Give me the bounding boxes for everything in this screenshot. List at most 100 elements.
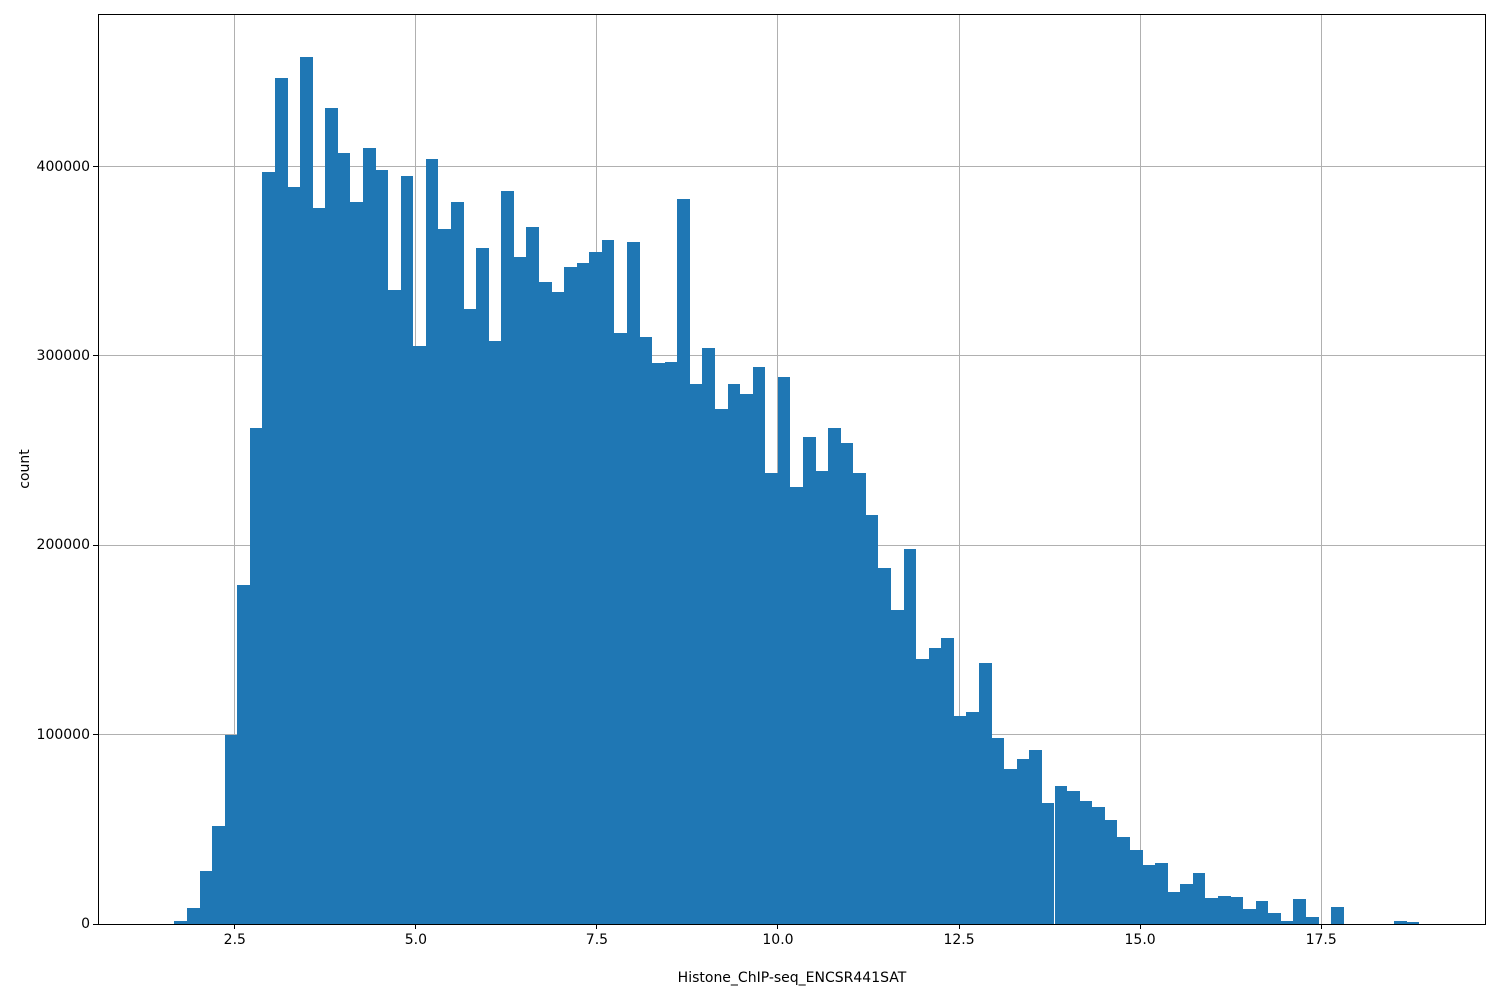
histogram-bar (803, 437, 816, 924)
histogram-bar (325, 107, 338, 924)
histogram-bar (287, 187, 301, 924)
histogram-bar (777, 376, 791, 924)
histogram-bar (1029, 749, 1042, 924)
histogram-bar (765, 473, 778, 924)
histogram-bar (878, 567, 892, 924)
x-gridline (234, 15, 236, 924)
histogram-bar (953, 715, 967, 924)
histogram-bar (274, 77, 288, 924)
histogram-bar (337, 153, 351, 924)
x-tick-label: 7.5 (585, 932, 609, 948)
histogram-bar (1041, 802, 1055, 924)
histogram-bar (1268, 912, 1281, 924)
x-tick-label: 12.5 (943, 932, 975, 948)
histogram-bar (526, 227, 539, 924)
histogram-bar (1155, 863, 1168, 924)
histogram-bar (1406, 922, 1420, 924)
histogram-bar (614, 333, 627, 924)
histogram-bar (1255, 901, 1269, 924)
x-gridline (1320, 15, 1322, 924)
histogram-bar (627, 242, 640, 924)
y-gridline (99, 355, 1485, 357)
histogram-bar (413, 346, 426, 924)
y-tick-mark (93, 544, 98, 546)
histogram-bar (463, 308, 477, 924)
histogram-bar (1117, 836, 1130, 924)
histogram-bar (1230, 896, 1244, 924)
x-tick-label: 2.5 (223, 932, 246, 948)
histogram-bar (928, 647, 942, 924)
x-tick-mark (777, 924, 779, 929)
histogram-bar (237, 585, 250, 924)
histogram-bar (652, 363, 665, 924)
histogram-bar (425, 158, 439, 924)
histogram-bar (186, 907, 200, 924)
histogram-bar (677, 198, 690, 924)
histogram-bar (828, 427, 841, 924)
histogram-bar (576, 263, 590, 924)
histogram-bar (1192, 872, 1206, 924)
histogram-bar (752, 367, 766, 924)
y-tick-mark (93, 923, 98, 925)
histogram-bar (727, 384, 741, 924)
histogram-bar (966, 711, 980, 924)
x-tick-label: 17.5 (1305, 932, 1337, 948)
x-tick-mark (1139, 924, 1141, 929)
histogram-bar (1217, 895, 1231, 924)
histogram-bar (1016, 759, 1030, 924)
histogram-bar (1243, 908, 1256, 924)
x-tick-label: 15.0 (1124, 932, 1156, 948)
histogram-bar (1067, 791, 1080, 924)
histogram-bar (1393, 920, 1407, 924)
y-tick-label: 0 (81, 916, 90, 932)
x-tick-mark (596, 924, 598, 929)
histogram-bar (815, 471, 829, 924)
histogram-bar (224, 734, 238, 924)
x-gridline (958, 15, 960, 924)
histogram-bar (249, 427, 263, 924)
histogram-bar (1180, 884, 1193, 924)
histogram-bar (740, 393, 753, 924)
histogram-bar (853, 473, 866, 924)
histogram-bar (1305, 917, 1319, 924)
histogram-bar (388, 289, 401, 924)
x-axis-label: Histone_ChIP-seq_ENCSR441SAT (677, 970, 907, 986)
histogram-bar (601, 240, 615, 924)
histogram-bar (715, 408, 728, 924)
histogram-bar (350, 202, 363, 924)
histogram-bar (979, 662, 992, 924)
x-gridline (1139, 15, 1141, 924)
histogram-bar (400, 175, 414, 924)
histogram-bar (539, 282, 552, 924)
x-tick-label: 5.0 (404, 932, 427, 948)
histogram-bar (199, 870, 213, 924)
histogram-bar (551, 291, 565, 924)
histogram-bar (689, 384, 703, 924)
histogram-bar (903, 549, 917, 924)
histogram-bar (300, 56, 313, 924)
y-tick-label: 400000 (36, 158, 90, 175)
y-tick-mark (93, 355, 98, 357)
histogram-bar (1004, 768, 1017, 924)
y-tick-mark (93, 166, 98, 167)
histogram-bar (1167, 891, 1181, 924)
x-tick-label: 10.0 (762, 932, 794, 948)
histogram-bar (1054, 785, 1068, 924)
histogram-bar (451, 202, 464, 924)
histogram-bar (438, 229, 451, 924)
x-tick-mark (958, 924, 960, 929)
histogram-bar (790, 486, 804, 924)
histogram-bar (1104, 819, 1118, 924)
histogram-bar (1092, 806, 1105, 924)
histogram-bar (174, 921, 187, 924)
x-tick-mark (1320, 924, 1322, 929)
histogram-bar (212, 826, 225, 924)
histogram-bar (1142, 865, 1156, 924)
histogram-bar (991, 738, 1005, 924)
histogram-bar (702, 348, 716, 924)
histogram-bar (891, 609, 904, 924)
histogram-bar (941, 638, 954, 924)
y-tick-label: 100000 (36, 726, 90, 743)
histogram-bar (513, 257, 527, 924)
